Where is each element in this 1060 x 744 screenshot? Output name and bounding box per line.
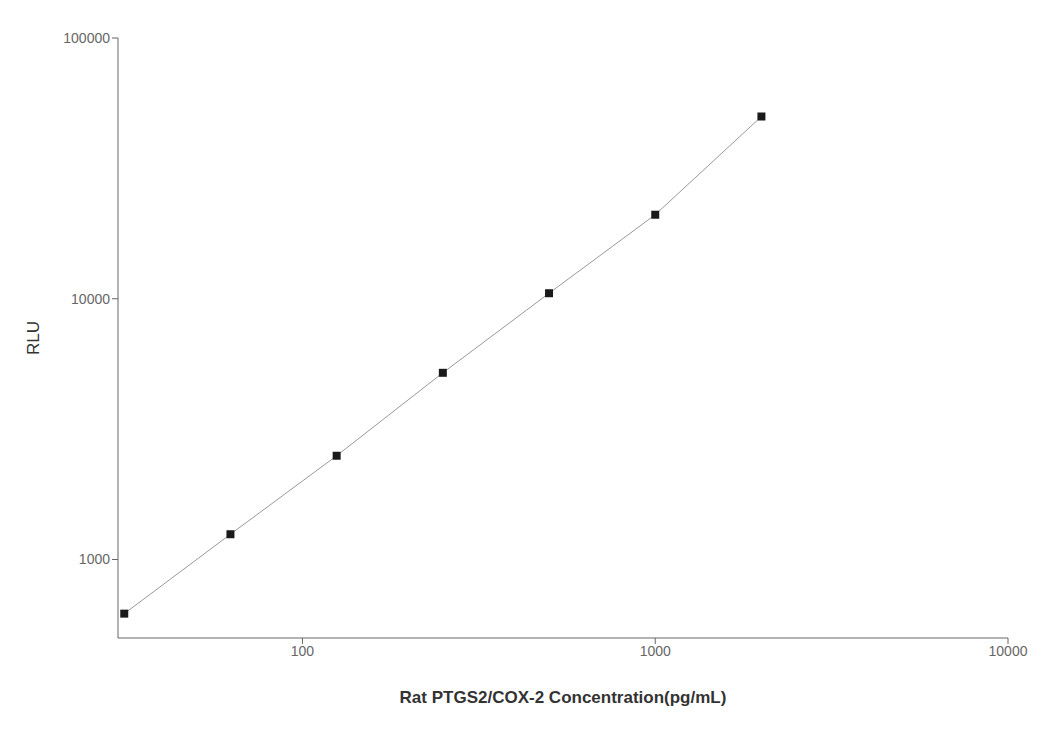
svg-text:100: 100 (291, 643, 315, 659)
svg-text:10000: 10000 (71, 291, 110, 307)
svg-text:RLU: RLU (24, 321, 43, 355)
svg-text:100000: 100000 (63, 30, 110, 46)
svg-text:1000: 1000 (640, 643, 671, 659)
svg-text:10000: 10000 (989, 643, 1028, 659)
svg-text:1000: 1000 (79, 551, 110, 567)
svg-text:Rat PTGS2/COX-2 Concentration(: Rat PTGS2/COX-2 Concentration(pg/mL) (400, 688, 727, 707)
